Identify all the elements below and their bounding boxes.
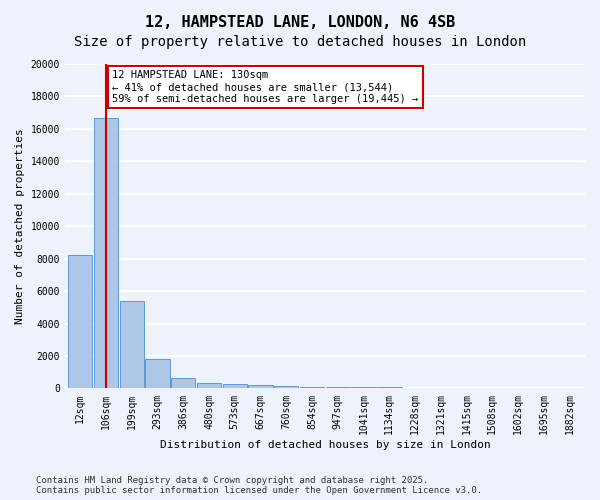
Text: Size of property relative to detached houses in London: Size of property relative to detached ho… bbox=[74, 35, 526, 49]
Bar bbox=[145, 360, 170, 388]
Bar bbox=[300, 387, 324, 388]
Text: 12, HAMPSTEAD LANE, LONDON, N6 4SB: 12, HAMPSTEAD LANE, LONDON, N6 4SB bbox=[145, 15, 455, 30]
Y-axis label: Number of detached properties: Number of detached properties bbox=[15, 128, 25, 324]
Bar bbox=[274, 386, 298, 388]
Bar bbox=[197, 383, 221, 388]
Bar bbox=[223, 384, 247, 388]
Bar bbox=[326, 387, 350, 388]
Bar bbox=[68, 256, 92, 388]
Bar bbox=[248, 385, 273, 388]
Bar bbox=[171, 378, 196, 388]
Bar bbox=[119, 301, 144, 388]
Text: Contains HM Land Registry data © Crown copyright and database right 2025.
Contai: Contains HM Land Registry data © Crown c… bbox=[36, 476, 482, 495]
X-axis label: Distribution of detached houses by size in London: Distribution of detached houses by size … bbox=[160, 440, 490, 450]
Text: 12 HAMPSTEAD LANE: 130sqm
← 41% of detached houses are smaller (13,544)
59% of s: 12 HAMPSTEAD LANE: 130sqm ← 41% of detac… bbox=[112, 70, 419, 104]
Bar bbox=[94, 118, 118, 388]
